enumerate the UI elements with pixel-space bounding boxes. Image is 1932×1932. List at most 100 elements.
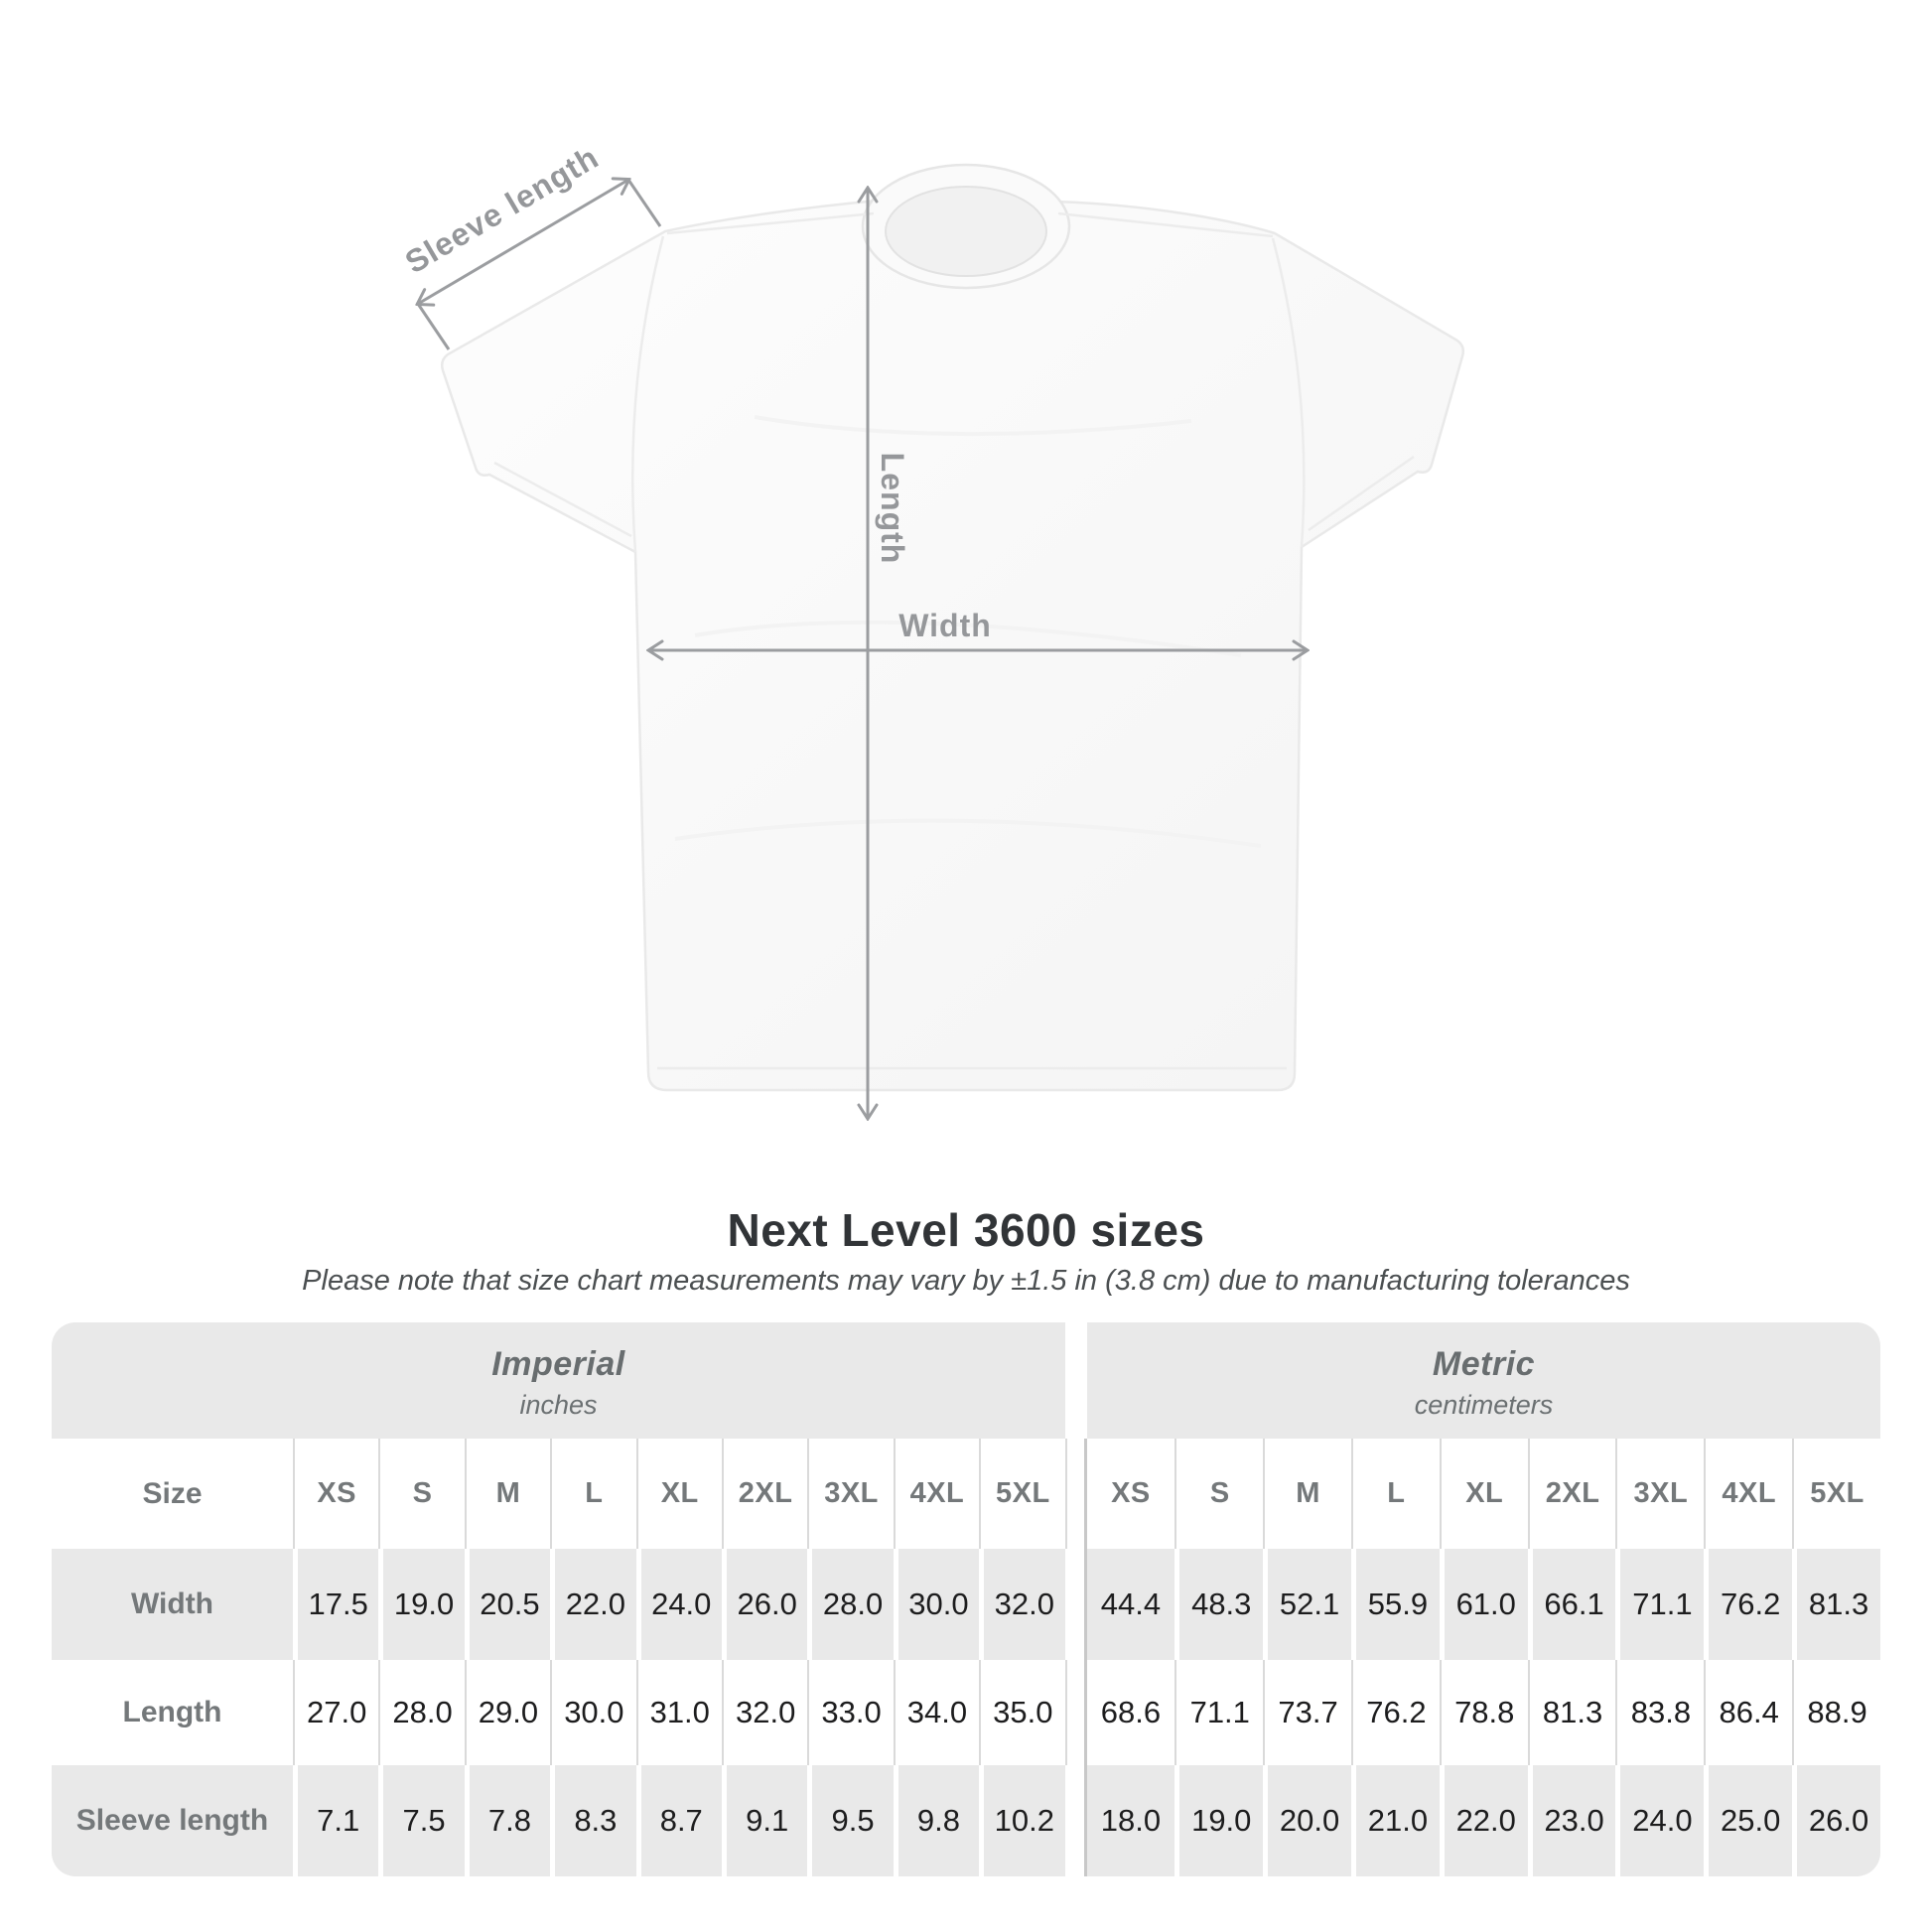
length-row-label: Length xyxy=(52,1660,293,1765)
size-col-metric-2xl: 2XL xyxy=(1527,1439,1616,1549)
length-imperial-m: 29.0 xyxy=(464,1660,551,1765)
size-col-metric-m: M xyxy=(1263,1439,1351,1549)
sleeve-metric-s: 19.0 xyxy=(1174,1765,1264,1876)
length-row: Length 27.0 28.0 29.0 30.0 31.0 32.0 33.… xyxy=(52,1660,1880,1765)
size-col-imperial-xl: XL xyxy=(635,1439,722,1549)
sleeve-imperial-m: 7.8 xyxy=(464,1765,551,1876)
length-metric-s: 71.1 xyxy=(1174,1660,1264,1765)
tolerance-note: Please note that size chart measurements… xyxy=(302,1265,1630,1297)
length-metric-m: 73.7 xyxy=(1263,1660,1351,1765)
size-col-imperial-3xl: 3XL xyxy=(807,1439,894,1549)
length-imperial-s: 28.0 xyxy=(378,1660,465,1765)
section-divider xyxy=(1064,1765,1087,1876)
length-metric-xl: 78.8 xyxy=(1439,1660,1528,1765)
width-metric-xl: 61.0 xyxy=(1439,1549,1528,1660)
length-metric-2xl: 81.3 xyxy=(1527,1660,1616,1765)
sleeve-imperial-2xl: 9.1 xyxy=(721,1765,808,1876)
size-col-imperial-l: L xyxy=(550,1439,636,1549)
sleeve-metric-4xl: 25.0 xyxy=(1704,1765,1793,1876)
sleeve-metric-xl: 22.0 xyxy=(1439,1765,1528,1876)
sleeve-extension-tick-right xyxy=(626,179,662,227)
width-imperial-s: 19.0 xyxy=(378,1549,465,1660)
sleeve-metric-xs: 18.0 xyxy=(1086,1765,1175,1876)
section-gap xyxy=(1065,1322,1087,1439)
width-metric-xs: 44.4 xyxy=(1086,1549,1175,1660)
size-col-metric-l: L xyxy=(1351,1439,1440,1549)
size-header-label: Size xyxy=(52,1439,293,1549)
section-divider xyxy=(1064,1660,1087,1765)
length-imperial-5xl: 35.0 xyxy=(979,1660,1065,1765)
metric-title: Metric xyxy=(1432,1344,1536,1383)
width-metric-s: 48.3 xyxy=(1174,1549,1264,1660)
sleeve-metric-2xl: 23.0 xyxy=(1527,1765,1616,1876)
size-col-imperial-2xl: 2XL xyxy=(721,1439,808,1549)
length-metric-3xl: 83.8 xyxy=(1615,1660,1705,1765)
length-imperial-2xl: 32.0 xyxy=(721,1660,808,1765)
sleeve-imperial-4xl: 9.8 xyxy=(893,1765,980,1876)
sleeve-metric-m: 20.0 xyxy=(1263,1765,1351,1876)
metric-section-header: Metric centimeters xyxy=(1087,1322,1880,1439)
sleeve-extension-tick-left xyxy=(416,303,451,350)
length-imperial-4xl: 34.0 xyxy=(893,1660,980,1765)
imperial-section-header: Imperial inches xyxy=(52,1322,1065,1439)
sleeve-length-label: Sleeve length xyxy=(399,139,605,280)
width-imperial-m: 20.5 xyxy=(464,1549,551,1660)
width-imperial-xs: 17.5 xyxy=(293,1549,379,1660)
width-metric-l: 55.9 xyxy=(1351,1549,1440,1660)
width-metric-3xl: 71.1 xyxy=(1615,1549,1705,1660)
page-title: Next Level 3600 sizes xyxy=(727,1204,1205,1256)
size-col-metric-5xl: 5XL xyxy=(1792,1439,1880,1549)
sleeve-length-arrow xyxy=(418,180,628,304)
section-divider xyxy=(1064,1549,1087,1660)
length-label: Length xyxy=(875,453,910,565)
length-metric-l: 76.2 xyxy=(1351,1660,1440,1765)
width-imperial-5xl: 32.0 xyxy=(979,1549,1065,1660)
tshirt-measurement-diagram: Sleeve length Length Width xyxy=(399,139,1465,1221)
sleeve-imperial-5xl: 10.2 xyxy=(979,1765,1065,1876)
size-col-imperial-4xl: 4XL xyxy=(893,1439,980,1549)
size-col-metric-3xl: 3XL xyxy=(1615,1439,1705,1549)
size-col-imperial-s: S xyxy=(378,1439,465,1549)
sleeve-imperial-l: 8.3 xyxy=(550,1765,636,1876)
size-col-imperial-5xl: 5XL xyxy=(979,1439,1065,1549)
sleeve-metric-5xl: 26.0 xyxy=(1792,1765,1880,1876)
width-metric-4xl: 76.2 xyxy=(1704,1549,1793,1660)
size-col-metric-s: S xyxy=(1174,1439,1264,1549)
sleeve-metric-3xl: 24.0 xyxy=(1615,1765,1705,1876)
length-metric-4xl: 86.4 xyxy=(1704,1660,1793,1765)
metric-unit: centimeters xyxy=(1414,1389,1554,1420)
size-table: Imperial inches Metric centimeters Size … xyxy=(52,1322,1880,1876)
width-metric-5xl: 81.3 xyxy=(1792,1549,1880,1660)
imperial-unit: inches xyxy=(519,1389,598,1420)
width-imperial-4xl: 30.0 xyxy=(893,1549,980,1660)
length-imperial-xl: 31.0 xyxy=(635,1660,722,1765)
length-imperial-l: 30.0 xyxy=(550,1660,636,1765)
unit-band: Imperial inches Metric centimeters xyxy=(52,1322,1880,1439)
width-imperial-2xl: 26.0 xyxy=(721,1549,808,1660)
sleeve-row-label: Sleeve length xyxy=(52,1765,293,1876)
length-imperial-xs: 27.0 xyxy=(293,1660,379,1765)
size-col-imperial-xs: XS xyxy=(293,1439,379,1549)
sleeve-imperial-xl: 8.7 xyxy=(635,1765,722,1876)
size-col-metric-4xl: 4XL xyxy=(1704,1439,1793,1549)
length-imperial-3xl: 33.0 xyxy=(807,1660,894,1765)
length-metric-5xl: 88.9 xyxy=(1792,1660,1880,1765)
width-metric-2xl: 66.1 xyxy=(1527,1549,1616,1660)
imperial-title: Imperial xyxy=(491,1344,625,1383)
section-divider xyxy=(1064,1439,1087,1549)
width-metric-m: 52.1 xyxy=(1263,1549,1351,1660)
sleeve-imperial-s: 7.5 xyxy=(378,1765,465,1876)
size-col-imperial-m: M xyxy=(464,1439,551,1549)
sleeve-imperial-3xl: 9.5 xyxy=(807,1765,894,1876)
width-row: Width 17.5 19.0 20.5 22.0 24.0 26.0 28.0… xyxy=(52,1549,1880,1660)
size-col-metric-xl: XL xyxy=(1439,1439,1528,1549)
sleeve-imperial-xs: 7.1 xyxy=(293,1765,379,1876)
collar-opening xyxy=(885,186,1047,277)
length-metric-xs: 68.6 xyxy=(1086,1660,1175,1765)
width-imperial-l: 22.0 xyxy=(550,1549,636,1660)
sleeve-length-row: Sleeve length 7.1 7.5 7.8 8.3 8.7 9.1 9.… xyxy=(52,1765,1880,1876)
size-header-row: Size XS S M L XL 2XL 3XL 4XL 5XL XS S M … xyxy=(52,1439,1880,1549)
width-imperial-3xl: 28.0 xyxy=(807,1549,894,1660)
sleeve-metric-l: 21.0 xyxy=(1351,1765,1440,1876)
width-imperial-xl: 24.0 xyxy=(635,1549,722,1660)
